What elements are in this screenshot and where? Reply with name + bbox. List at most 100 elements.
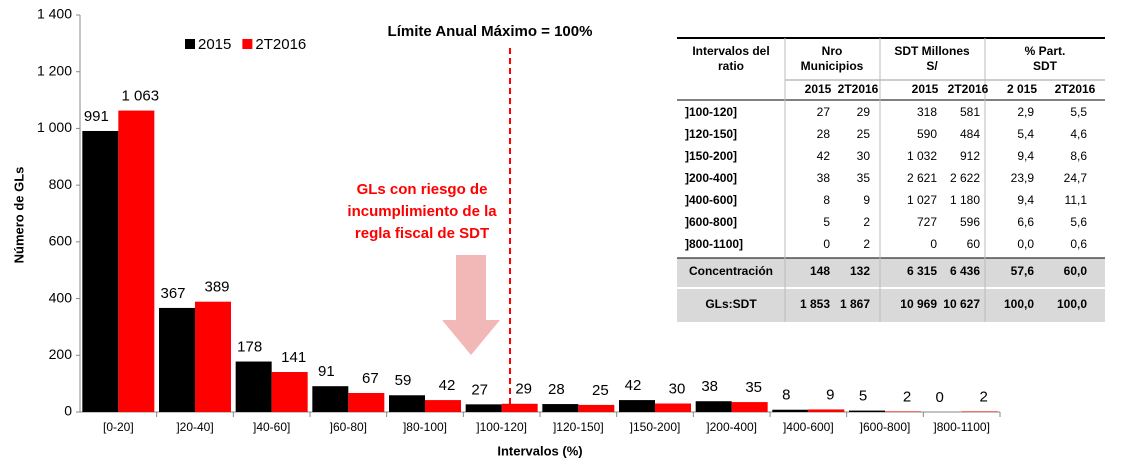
bar [348,393,385,412]
value-label: 29 [515,381,532,398]
value-label: 389 [204,279,229,296]
value-label: 5 [859,388,867,405]
x-tick-label: ]120-150] [553,420,604,434]
value-label: 2 [979,388,987,405]
table-cell: 42 [817,149,831,163]
value-label: 91 [318,363,335,380]
x-tick-label: ]20-40] [176,420,213,434]
table-cell: 0,0 [1017,237,1034,251]
table-cell: 28 [817,127,831,141]
legend-swatch [242,39,253,49]
x-tick-label: ]60-80] [330,420,367,434]
bar [808,409,845,412]
value-label: 8 [782,387,790,404]
x-tick-label: ]800-1100] [933,420,990,434]
table-cell: ]600-800] [685,215,737,229]
bar [235,361,272,412]
bar [655,403,691,412]
bar [501,403,538,412]
bar [885,411,921,412]
bar [578,404,615,412]
table-cell: ]800-1100] [685,237,743,251]
table-cell: 35 [857,171,871,185]
x-tick-label: ]200-400] [706,420,757,434]
table-total-cell: 6 315 [907,264,937,278]
table-cell: 1 180 [950,193,980,207]
y-tick-label: 1 000 [37,119,72,135]
x-tick-label: ]150-200] [630,420,681,434]
table-header: Intervalos del ratio [692,44,769,73]
value-label: 1 063 [122,88,160,105]
table-header: SDT Millones S/ [894,44,970,73]
table-cell: ]150-200] [685,149,737,163]
table-cell: 60 [967,237,981,251]
table-cell: 27 [817,105,831,119]
table-cell: 1 027 [907,193,937,207]
value-label: 42 [625,377,642,394]
table-subheader: 2T2016 [1055,82,1096,96]
table-cell: 0 [930,237,937,251]
table-subheader: 2 015 [1007,82,1037,96]
table-cell: 2 622 [950,171,980,185]
bar [465,404,502,412]
table-cell: ]200-400] [685,171,737,185]
table-cell: 2 [863,237,870,251]
table-total-cell: 60,0 [1064,264,1088,278]
table-cell: 2 621 [907,171,937,185]
table-header: % Part. SDT [1025,44,1066,73]
value-label: 991 [84,108,109,125]
legend-label: 2015 [198,36,231,53]
table-cell: 0,6 [1070,237,1087,251]
bar [159,307,195,412]
bar [312,386,349,412]
y-tick-label: 0 [64,403,72,419]
bar [195,301,231,412]
value-label: 38 [701,378,718,395]
value-label: 0 [935,389,943,406]
bar [425,400,461,412]
table-cell: 596 [960,215,980,229]
bar [695,401,732,412]
table-cell: 912 [960,149,980,163]
y-tick-label: 400 [49,289,73,305]
table-total-cell: 57,6 [1011,264,1035,278]
value-label: 367 [160,285,185,302]
table-cell: 5 [823,215,830,229]
table-total-cell: 1 853 [800,297,830,311]
value-label: 28 [548,381,565,398]
table-cell: 4,6 [1070,127,1087,141]
table-cell: 5,4 [1017,127,1034,141]
bar [542,404,579,412]
bar [389,395,425,412]
table-cell: ]400-600] [685,193,737,207]
value-label: 42 [439,377,456,394]
value-label: 2 [903,388,911,405]
table-cell: 6,6 [1017,215,1034,229]
y-tick-label: 600 [49,233,73,249]
table-total-label: GLs:SDT [705,297,757,311]
table-cell: 25 [857,127,871,141]
table-cell: 24,7 [1064,171,1088,185]
table-total-cell: 100,0 [1057,297,1087,311]
risk-annotation: GLs con riesgo de incumplimiento de la reg… [347,181,497,242]
bar [118,110,155,412]
value-label: 9 [826,386,834,403]
table-cell: 5,5 [1070,105,1087,119]
table-cell: 727 [917,215,937,229]
table-cell: 29 [857,105,871,119]
total-bg [677,258,1105,322]
table-cell: 8,6 [1070,149,1087,163]
x-tick-label: ]40-60] [253,420,290,434]
table-total-cell: 148 [810,264,830,278]
table-cell: 0 [823,237,830,251]
table-cell: 2 [863,215,870,229]
bar [849,410,885,412]
arrow [442,255,500,355]
bar [619,400,655,412]
y-tick-label: 1 200 [37,62,72,78]
value-label: 178 [237,338,262,355]
table-header: Nro Municipios [801,44,864,73]
table-cell: 581 [960,105,980,119]
value-label: 67 [362,370,379,387]
value-label: 59 [395,372,412,389]
